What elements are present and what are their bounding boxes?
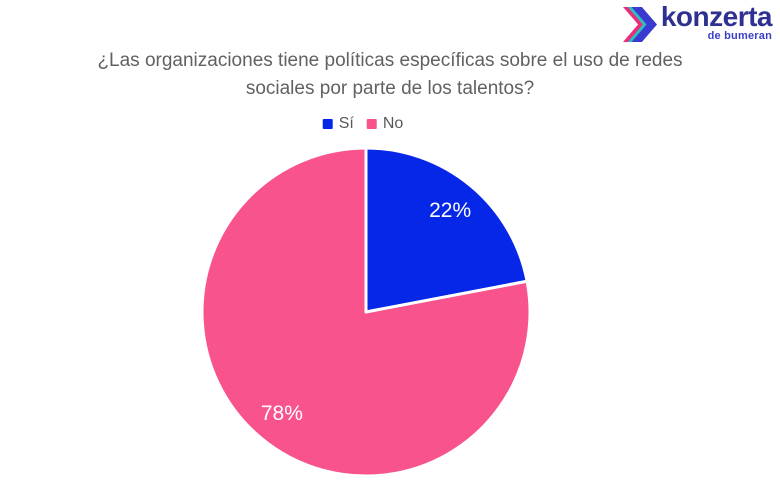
legend-swatch-no bbox=[366, 119, 377, 129]
pie-label-sí: 22% bbox=[429, 199, 471, 222]
legend-label: Sí bbox=[338, 115, 354, 132]
konzerta-logo: konzerta de bumeran bbox=[622, 1, 773, 43]
legend-item-no: No bbox=[366, 115, 404, 132]
logo-text: konzerta de bumeran bbox=[660, 1, 773, 43]
legend-item-sí: Sí bbox=[322, 115, 354, 132]
logo-subtitle-text: de bumeran bbox=[707, 30, 772, 42]
logo-brand-text: konzerta bbox=[660, 1, 773, 32]
konzerta-chevron-icon bbox=[622, 7, 657, 42]
chart-title-line2: sociales por parte de los talentos? bbox=[245, 78, 535, 99]
legend-label: No bbox=[382, 115, 404, 132]
pie-label-no: 78% bbox=[261, 402, 303, 425]
legend-swatch-sí bbox=[322, 119, 333, 129]
chart-title: ¿Las organizaciones tiene políticas espe… bbox=[0, 47, 780, 103]
pie-chart: 22% 78% bbox=[200, 146, 532, 478]
pie-slice-sí bbox=[364, 146, 529, 314]
chart-title-line1: ¿Las organizaciones tiene políticas espe… bbox=[97, 50, 683, 71]
pie-slice-no bbox=[200, 146, 532, 478]
chart-legend: Sí No bbox=[322, 115, 404, 132]
